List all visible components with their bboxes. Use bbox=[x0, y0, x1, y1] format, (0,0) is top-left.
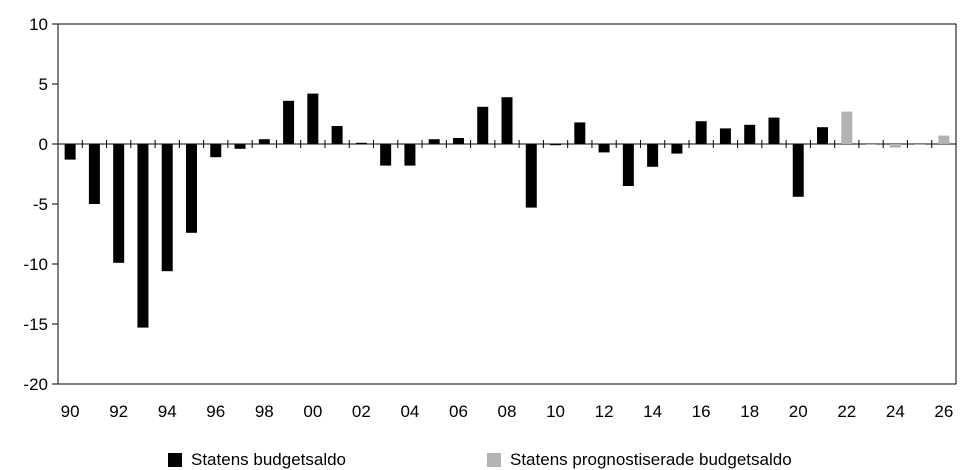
x-tick-label: 14 bbox=[643, 402, 662, 421]
bar-actual bbox=[647, 144, 659, 167]
x-tick-label: 06 bbox=[449, 402, 468, 421]
bar-actual bbox=[113, 144, 125, 263]
bar-actual bbox=[234, 144, 246, 149]
x-tick-label: 02 bbox=[352, 402, 371, 421]
y-tick-label: 0 bbox=[39, 135, 48, 154]
bar-actual bbox=[428, 139, 440, 144]
bar-actual bbox=[161, 144, 173, 272]
bar-actual bbox=[671, 144, 683, 154]
bar-actual bbox=[622, 144, 634, 186]
y-tick-label: 5 bbox=[39, 75, 48, 94]
x-tick-label: 98 bbox=[255, 402, 274, 421]
legend-label-actual: Statens budgetsaldo bbox=[191, 450, 347, 469]
bar-actual bbox=[404, 144, 416, 166]
y-tick-label: 10 bbox=[29, 15, 48, 34]
y-tick-label: -5 bbox=[33, 195, 48, 214]
bar-actual bbox=[598, 144, 610, 153]
x-tick-label: 16 bbox=[692, 402, 711, 421]
x-tick-label: 12 bbox=[595, 402, 614, 421]
x-tick-label: 90 bbox=[61, 402, 80, 421]
bar-actual bbox=[88, 144, 100, 204]
bar-forecast bbox=[914, 144, 926, 145]
bar-actual bbox=[64, 144, 76, 160]
legend-swatch-actual bbox=[168, 453, 182, 467]
y-tick-label: -20 bbox=[23, 375, 48, 394]
x-tick-label: 92 bbox=[109, 402, 128, 421]
x-tick-label: 94 bbox=[158, 402, 177, 421]
bar-actual bbox=[185, 144, 197, 233]
x-tick-label: 26 bbox=[934, 402, 953, 421]
bar-actual bbox=[477, 106, 489, 144]
bar-actual bbox=[695, 121, 707, 144]
y-tick-label: -10 bbox=[23, 255, 48, 274]
bar-actual bbox=[283, 100, 295, 144]
bar-actual bbox=[719, 128, 731, 144]
bar-actual bbox=[210, 144, 222, 158]
bar-actual bbox=[307, 93, 319, 144]
legend-item-forecast: Statens prognostiserade budgetsaldo bbox=[487, 450, 792, 470]
bar-actual bbox=[501, 97, 513, 144]
x-tick-label: 18 bbox=[740, 402, 759, 421]
bar-actual bbox=[792, 144, 804, 197]
bar-actual bbox=[574, 122, 586, 144]
legend-swatch-forecast bbox=[487, 453, 501, 467]
bar-actual bbox=[525, 144, 537, 208]
bar-actual bbox=[258, 139, 270, 144]
bar-forecast bbox=[889, 144, 901, 148]
bar-actual bbox=[331, 126, 343, 144]
bar-actual bbox=[452, 138, 464, 144]
bar-actual bbox=[817, 127, 829, 144]
bar-actual bbox=[768, 117, 780, 144]
x-tick-label: 22 bbox=[837, 402, 856, 421]
x-tick-label: 96 bbox=[206, 402, 225, 421]
x-tick-label: 04 bbox=[400, 402, 419, 421]
plot-area: 10 5 0 -5 -10 -15 -20 90 92 94 96 98 00 02 04 06 08 10 12 1… bbox=[23, 15, 957, 421]
x-tick-label: 20 bbox=[789, 402, 808, 421]
bar-actual bbox=[744, 124, 756, 144]
bar-forecast bbox=[938, 135, 950, 144]
legend-item-actual: Statens budgetsaldo bbox=[168, 450, 346, 470]
bar-forecast bbox=[865, 144, 877, 145]
bar-actual bbox=[380, 144, 392, 166]
legend-label-forecast: Statens prognostiserade budgetsaldo bbox=[510, 450, 792, 469]
bar-actual bbox=[355, 142, 367, 144]
x-tick-label: 00 bbox=[303, 402, 322, 421]
legend: Statens budgetsaldo Statens prognostiser… bbox=[0, 448, 961, 470]
bar-actual bbox=[550, 144, 562, 146]
bar-forecast bbox=[841, 111, 853, 144]
y-tick-label: -15 bbox=[23, 315, 48, 334]
x-tick-label: 10 bbox=[546, 402, 565, 421]
x-tick-label: 08 bbox=[498, 402, 517, 421]
x-tick-label: 24 bbox=[886, 402, 905, 421]
bar-actual bbox=[137, 144, 149, 328]
